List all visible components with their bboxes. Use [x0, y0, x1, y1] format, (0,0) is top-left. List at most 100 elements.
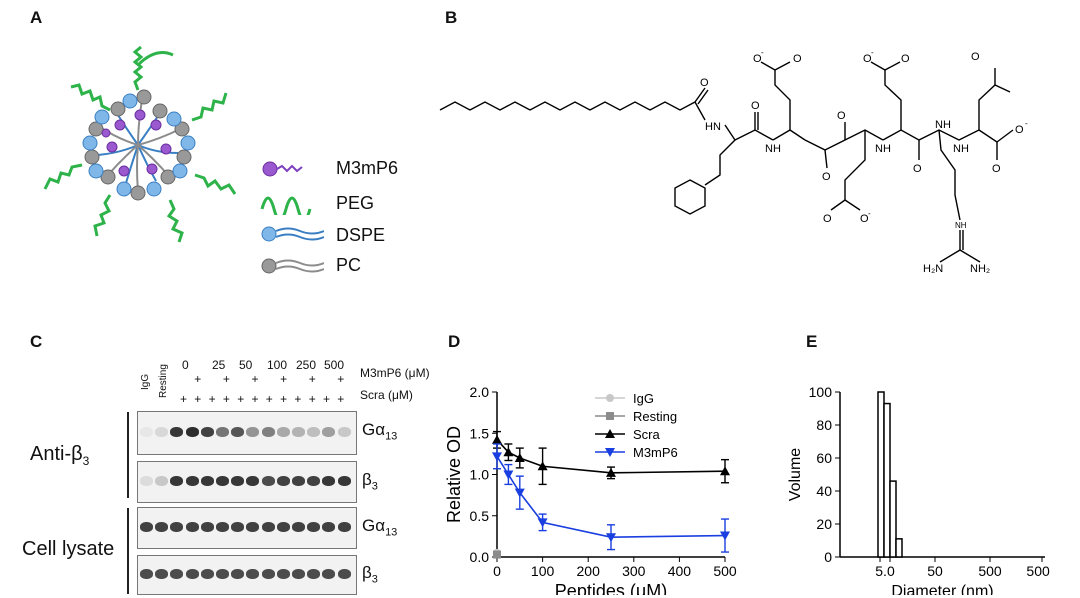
dspe-heads — [82, 93, 196, 197]
panel-a-legend: M3mP6 PEG DSPE PC — [260, 155, 420, 280]
blot-band — [216, 522, 229, 532]
y-tick-label: 40 — [816, 483, 832, 499]
blot-band — [170, 522, 184, 532]
plus-scra: + — [265, 392, 273, 406]
blot-band — [337, 427, 351, 437]
atom-nh2: NH₂ — [970, 263, 990, 275]
plus-m3mp6: + — [251, 372, 259, 386]
atom-o-13: O — [992, 163, 1001, 175]
blot-band — [307, 569, 321, 579]
blot-label-b3-1-text: β — [362, 470, 372, 489]
plus-scra: + — [208, 392, 216, 406]
plus-scra: + — [323, 392, 331, 406]
dspe-legend-icon — [261, 226, 324, 242]
blot-band — [231, 569, 245, 579]
x-tick-label: 500 — [978, 563, 1002, 579]
blot-band — [337, 476, 351, 486]
data-point — [720, 466, 730, 476]
y-tick-label: 0.5 — [470, 508, 490, 524]
legend-label: Scra — [633, 427, 661, 442]
blot-band — [185, 569, 199, 579]
plus-scra: + — [222, 392, 230, 406]
blot-band — [155, 569, 169, 579]
atom-nh-5: NH — [955, 221, 967, 230]
m3mp6-legend-icon — [262, 161, 303, 177]
peg-chains — [43, 45, 237, 243]
x-tick-label: 100 — [531, 563, 555, 579]
y-axis-label: Relative OD — [444, 426, 464, 523]
blot-label-b3-2-text: β — [362, 563, 372, 582]
atom-hn-1: H — [705, 121, 713, 133]
x-tick-label: 5000 — [1026, 563, 1050, 579]
histogram-bar — [883, 402, 891, 558]
cell-lysate-label: Cell lysate — [22, 538, 115, 560]
atom-nh-3: NH — [875, 143, 891, 155]
atom-o-6: O — [837, 110, 846, 122]
atom-minus-3: - — [871, 48, 874, 57]
lysate-bracket — [127, 508, 129, 594]
atom-o-10: O — [901, 53, 910, 65]
blot-band — [216, 569, 229, 579]
data-point — [514, 488, 525, 498]
pc-heads — [84, 89, 192, 201]
blot-band — [185, 427, 199, 437]
atom-o-11: O — [913, 163, 922, 175]
x-tick-label: 500 — [713, 563, 737, 579]
structure-atom-labels: O H N O O - O NH O O O O - O - O NH O NH… — [700, 48, 1028, 275]
blot-band — [292, 522, 305, 532]
anti-b3-text: Anti-β — [30, 443, 83, 465]
blot-band — [170, 427, 184, 437]
atom-n-1: N — [713, 121, 721, 133]
atom-nh-4: NH — [935, 119, 951, 131]
blot-label-b3-1: β3 — [362, 470, 378, 492]
blot-band — [155, 476, 169, 486]
series-m3mp6 — [492, 443, 730, 553]
micelle-illustration — [43, 45, 237, 243]
peg-legend-icon — [260, 196, 312, 215]
x-axis-label: Peptides (μM) — [555, 581, 667, 595]
y-tick-label: 80 — [816, 417, 832, 433]
blot-band — [261, 476, 275, 486]
blot-band — [246, 522, 260, 532]
y-tick-label: 0 — [824, 549, 832, 565]
atom-minus-4: - — [1025, 119, 1028, 128]
blot-band — [322, 569, 336, 579]
blot-band — [231, 427, 245, 437]
blot-band — [246, 427, 260, 437]
atom-nh-6: NH — [953, 143, 969, 155]
blot-band — [307, 476, 321, 486]
plus-rows: + + + + + + + + + + + + + + + + + + — [140, 372, 360, 412]
structure-bonds — [439, 61, 1014, 263]
blot-band — [140, 476, 153, 486]
x-tick-label: 50 — [927, 563, 943, 579]
plus-scra: + — [337, 392, 345, 406]
y-axis-label: Volume — [787, 448, 804, 501]
blot-label-g13-2-sub: 13 — [385, 526, 398, 539]
plus-scra: + — [237, 392, 245, 406]
blot-band — [231, 522, 245, 532]
chart-diameter-volume: 0 20 40 60 80 100 5.0 50 500 5000 Volume Diameter (… — [787, 384, 1050, 595]
blot-band — [200, 476, 214, 486]
panel-a-letter: A — [30, 8, 43, 27]
blot-band — [307, 522, 321, 532]
m3mp6-row-label: M3mP6 (μM) — [360, 366, 430, 380]
data-point — [605, 448, 615, 457]
data-point — [503, 447, 514, 457]
series-scra — [492, 430, 730, 486]
plus-scra: + — [280, 392, 288, 406]
blot-band — [216, 476, 229, 486]
data-point — [492, 434, 502, 444]
blot-band — [276, 569, 290, 579]
y-tick-label: 0.0 — [470, 549, 490, 565]
blot-band — [140, 427, 153, 437]
blot-band — [322, 476, 336, 486]
y-tick-label: 100 — [809, 384, 833, 400]
data-point — [606, 394, 614, 402]
blot-band — [276, 522, 290, 532]
x-tick-label: 400 — [668, 563, 692, 579]
blot-band — [155, 522, 169, 532]
blot-band — [200, 522, 214, 532]
blot-band — [140, 522, 153, 532]
atom-o-8: O — [860, 213, 869, 225]
conc-label-25: 25 — [212, 358, 226, 372]
